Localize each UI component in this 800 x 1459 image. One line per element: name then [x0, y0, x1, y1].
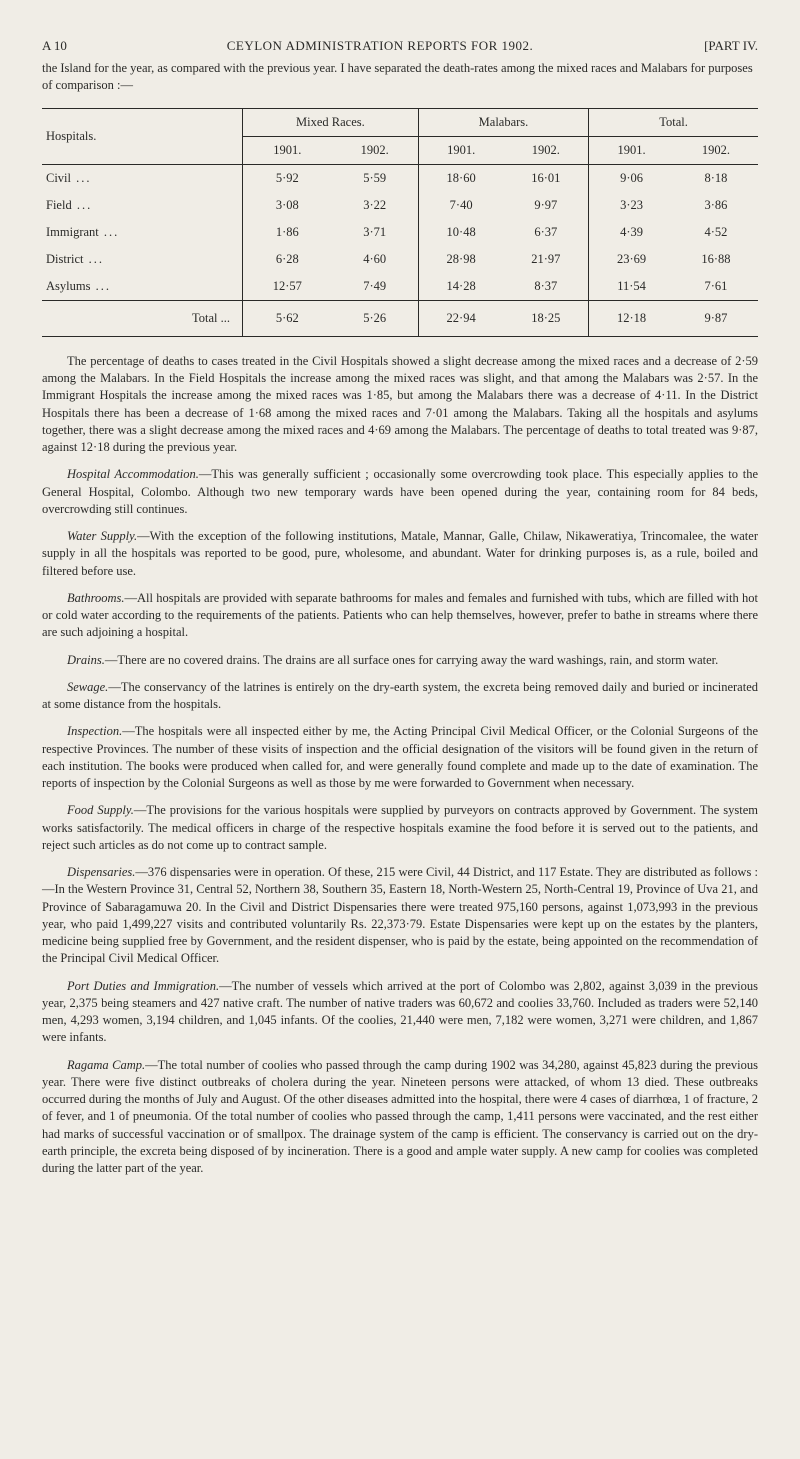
cell: 18·60 — [418, 164, 503, 192]
paragraph: The percentage of deaths to cases treate… — [42, 353, 758, 457]
paragraph: Water Supply.—With the exception of the … — [42, 528, 758, 580]
table-row: Asylums 12·57 7·49 14·28 8·37 11·54 7·61 — [42, 273, 758, 301]
cell: 5·59 — [332, 164, 419, 192]
page-header: A 10 CEYLON ADMINISTRATION REPORTS FOR 1… — [42, 38, 758, 54]
lead: Port Duties and Immigration. — [67, 979, 219, 993]
row-label: Field — [42, 192, 242, 219]
cell: 9·97 — [503, 192, 588, 219]
cell: 9·06 — [589, 164, 674, 192]
cell: 1·86 — [242, 219, 331, 246]
cell: 6·37 — [503, 219, 588, 246]
cell: 21·97 — [503, 246, 588, 273]
cell: 4·52 — [674, 219, 758, 246]
cell: 3·86 — [674, 192, 758, 219]
cell: 10·48 — [418, 219, 503, 246]
para-body: —The conservancy of the latrines is enti… — [42, 680, 758, 711]
paragraph: Dispensaries.—376 dispensaries were in o… — [42, 864, 758, 968]
lead: Dispensaries. — [67, 865, 135, 879]
paragraph: Drains.—There are no covered drains. The… — [42, 652, 758, 669]
lead: Water Supply. — [67, 529, 137, 543]
year-header: 1902. — [332, 136, 419, 164]
cell: 3·08 — [242, 192, 331, 219]
cell: 18·25 — [503, 300, 588, 336]
cell: 14·28 — [418, 273, 503, 301]
year-header: 1901. — [242, 136, 331, 164]
cell: 5·92 — [242, 164, 331, 192]
cell: 8·18 — [674, 164, 758, 192]
paragraph: Port Duties and Immigration.—The number … — [42, 978, 758, 1047]
page-title: CEYLON ADMINISTRATION REPORTS FOR 1902. — [82, 38, 678, 54]
group-header: Total. — [589, 108, 758, 136]
stub-header: Hospitals. — [42, 108, 242, 164]
group-header: Mixed Races. — [242, 108, 418, 136]
cell: 12·57 — [242, 273, 331, 301]
para-body: —All hospitals are provided with separat… — [42, 591, 758, 640]
table-row: Field 3·08 3·22 7·40 9·97 3·23 3·86 — [42, 192, 758, 219]
cell: 28·98 — [418, 246, 503, 273]
para-body: —The hospitals were all inspected either… — [42, 724, 758, 790]
cell: 8·37 — [503, 273, 588, 301]
page-number: A 10 — [42, 38, 82, 54]
total-label: Total ... — [42, 300, 242, 336]
paragraph: Inspection.—The hospitals were all inspe… — [42, 723, 758, 792]
cell: 7·49 — [332, 273, 419, 301]
para-body: —There are no covered drains. The drains… — [105, 653, 718, 667]
paragraph: Ragama Camp.—The total number of coolies… — [42, 1057, 758, 1178]
total-row: Total ... 5·62 5·26 22·94 18·25 12·18 9·… — [42, 300, 758, 336]
year-header: 1902. — [503, 136, 588, 164]
cell: 9·87 — [674, 300, 758, 336]
lead: Drains. — [67, 653, 105, 667]
cell: 23·69 — [589, 246, 674, 273]
cell: 3·71 — [332, 219, 419, 246]
row-label: Civil — [42, 164, 242, 192]
para-body: —376 dispensaries were in operation. Of … — [42, 865, 758, 965]
row-label: Asylums — [42, 273, 242, 301]
row-label: District — [42, 246, 242, 273]
para-body: —The total number of coolies who passed … — [42, 1058, 758, 1176]
table-row: Immigrant 1·86 3·71 10·48 6·37 4·39 4·52 — [42, 219, 758, 246]
cell: 5·26 — [332, 300, 419, 336]
para-body: —The provisions for the various hospital… — [42, 803, 758, 852]
death-rates-table: Hospitals. Mixed Races. Malabars. Total.… — [42, 108, 758, 337]
cell: 4·60 — [332, 246, 419, 273]
cell: 12·18 — [589, 300, 674, 336]
year-header: 1902. — [674, 136, 758, 164]
cell: 7·61 — [674, 273, 758, 301]
lead: Sewage. — [67, 680, 108, 694]
paragraph: Hospital Accommodation.—This was general… — [42, 466, 758, 518]
cell: 16·88 — [674, 246, 758, 273]
paragraph: Bathrooms.—All hospitals are provided wi… — [42, 590, 758, 642]
lead: Ragama Camp. — [67, 1058, 145, 1072]
group-header: Malabars. — [418, 108, 588, 136]
cell: 22·94 — [418, 300, 503, 336]
paragraph: Food Supply.—The provisions for the vari… — [42, 802, 758, 854]
lead: Hospital Accommodation. — [67, 467, 199, 481]
para-body: —With the exception of the following ins… — [42, 529, 758, 578]
cell: 7·40 — [418, 192, 503, 219]
cell: 5·62 — [242, 300, 331, 336]
table-row: Civil 5·92 5·59 18·60 16·01 9·06 8·18 — [42, 164, 758, 192]
cell: 11·54 — [589, 273, 674, 301]
paragraph: Sewage.—The conservancy of the latrines … — [42, 679, 758, 714]
year-header: 1901. — [418, 136, 503, 164]
cell: 4·39 — [589, 219, 674, 246]
cell: 3·23 — [589, 192, 674, 219]
lead: Inspection. — [67, 724, 122, 738]
lead: Bathrooms. — [67, 591, 125, 605]
lead: Food Supply. — [67, 803, 134, 817]
part-label: [PART IV. — [678, 38, 758, 54]
row-label: Immigrant — [42, 219, 242, 246]
year-header: 1901. — [589, 136, 674, 164]
intro-text: the Island for the year, as compared wit… — [42, 60, 758, 94]
cell: 3·22 — [332, 192, 419, 219]
cell: 16·01 — [503, 164, 588, 192]
table-row: District 6·28 4·60 28·98 21·97 23·69 16·… — [42, 246, 758, 273]
cell: 6·28 — [242, 246, 331, 273]
